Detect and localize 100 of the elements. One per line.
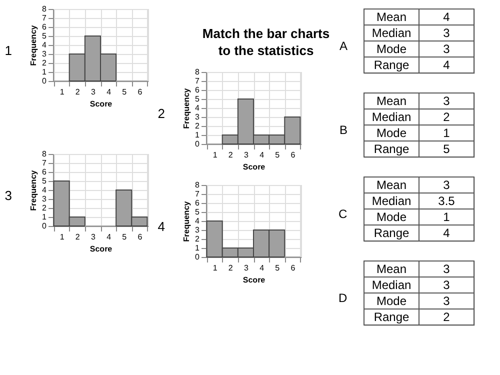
y-tick-label: 7 <box>42 14 48 22</box>
x-tick-label: 6 <box>138 88 143 96</box>
x-tick-label: 5 <box>122 232 128 242</box>
y-axis-title: Frequency <box>182 200 192 242</box>
y-tick-label: 6 <box>42 168 48 176</box>
y-tick-label: 0 <box>195 252 200 262</box>
y-tick-label: 0 <box>42 222 48 230</box>
category-label: Range <box>374 58 410 72</box>
y-tick-label: 3 <box>195 226 200 234</box>
y-tick-label: 2 <box>195 122 200 130</box>
data-label: 3 <box>443 278 450 292</box>
y-tick-label: 5 <box>195 208 200 216</box>
y-tick-label: 7 <box>195 190 200 198</box>
category-label: Mode <box>376 42 407 56</box>
y-tick-label: 1 <box>195 244 200 252</box>
x-tick-label: 4 <box>106 88 112 96</box>
data-label: 4 <box>443 10 450 24</box>
category-label: Median <box>372 278 412 292</box>
category-label: Mode <box>376 294 407 308</box>
x-tick-label: 4 <box>106 232 112 242</box>
x-tick-label: 1 <box>212 264 218 272</box>
text: 1 <box>4 43 12 58</box>
y-tick-label: 5 <box>195 94 200 104</box>
data-label: 1 <box>443 126 450 140</box>
text: A <box>339 39 348 53</box>
category-label: Mode <box>376 126 407 140</box>
x-tick-label: 4 <box>260 150 265 160</box>
y-tick-label: 5 <box>42 176 48 186</box>
category-label: Mean <box>376 262 407 276</box>
text: Match the bar charts to the statistics <box>202 26 330 58</box>
data-label: 3 <box>443 26 450 40</box>
x-tick-label: 2 <box>228 150 234 160</box>
x-tick-label: 6 <box>290 150 296 160</box>
x-tick-label: 2 <box>75 88 80 96</box>
y-tick-label: 0 <box>42 76 48 86</box>
category-label: Mean <box>376 94 407 108</box>
text: D <box>338 291 348 305</box>
y-tick-label: 0 <box>195 140 200 148</box>
x-tick-label: 3 <box>244 264 249 272</box>
data-label: 3 <box>443 42 450 56</box>
data-label: 1 <box>443 210 450 224</box>
category-label: Range <box>374 226 410 240</box>
y-tick-label: 1 <box>42 212 48 222</box>
x-tick-label: 1 <box>212 150 218 160</box>
category-label: Mode <box>376 210 407 224</box>
x-axis-title: Score <box>90 244 113 254</box>
x-axis-title: Score <box>242 276 266 284</box>
text: C <box>338 207 348 221</box>
y-tick-label: 5 <box>42 32 48 40</box>
category-label: Range <box>374 142 410 156</box>
y-tick-label: 4 <box>195 216 200 226</box>
y-axis-title: Frequency <box>182 88 192 129</box>
y-tick-label: 4 <box>42 186 48 194</box>
y-tick-label: 8 <box>42 4 48 14</box>
y-tick-label: 6 <box>195 198 200 208</box>
y-tick-label: 3 <box>42 50 48 58</box>
x-tick-label: 2 <box>75 232 80 242</box>
x-tick-label: 1 <box>60 232 65 242</box>
x-tick-label: 5 <box>275 264 280 272</box>
text: 3 <box>4 188 12 203</box>
category-label: Mean <box>376 10 407 24</box>
y-tick-label: 7 <box>42 158 48 168</box>
x-tick-label: 3 <box>90 232 96 242</box>
y-tick-label: 3 <box>42 194 48 204</box>
x-axis-title: Score <box>242 162 266 172</box>
y-axis-title: Frequency <box>29 24 38 66</box>
y-tick-label: 6 <box>42 22 48 32</box>
category-label: Median <box>372 194 412 208</box>
data-label: 3 <box>443 178 450 192</box>
x-tick-label: 5 <box>275 150 280 160</box>
text: B <box>339 123 348 137</box>
y-tick-label: 1 <box>42 68 48 76</box>
x-tick-label: 4 <box>260 264 265 272</box>
data-label: 4 <box>443 58 450 72</box>
y-axis-title: Frequency <box>29 170 38 211</box>
y-tick-label: 8 <box>195 68 200 76</box>
text: 2 <box>158 106 165 121</box>
y-tick-label: 3 <box>195 112 200 122</box>
y-tick-label: 8 <box>42 150 48 158</box>
x-tick-label: 1 <box>60 88 65 96</box>
category-label: Mean <box>376 178 407 192</box>
y-tick-label: 4 <box>195 104 200 112</box>
x-tick-label: 6 <box>290 264 296 272</box>
x-tick-label: 6 <box>138 232 143 242</box>
data-label: 3.5 <box>438 194 456 208</box>
data-label: 2 <box>443 310 450 324</box>
category-label: Median <box>372 26 412 40</box>
data-label: 3 <box>443 294 450 308</box>
category-label: Median <box>372 110 412 124</box>
y-tick-label: 1 <box>195 130 200 140</box>
data-label: 2 <box>443 110 450 124</box>
category-label: Range <box>374 310 410 324</box>
y-tick-label: 8 <box>195 180 200 190</box>
x-axis-title: Score <box>90 100 113 108</box>
x-tick-label: 2 <box>228 264 234 272</box>
y-tick-label: 7 <box>195 76 200 86</box>
x-tick-label: 5 <box>122 88 128 96</box>
y-tick-label: 2 <box>42 58 48 68</box>
x-tick-label: 3 <box>90 88 96 96</box>
y-tick-label: 4 <box>42 40 48 50</box>
